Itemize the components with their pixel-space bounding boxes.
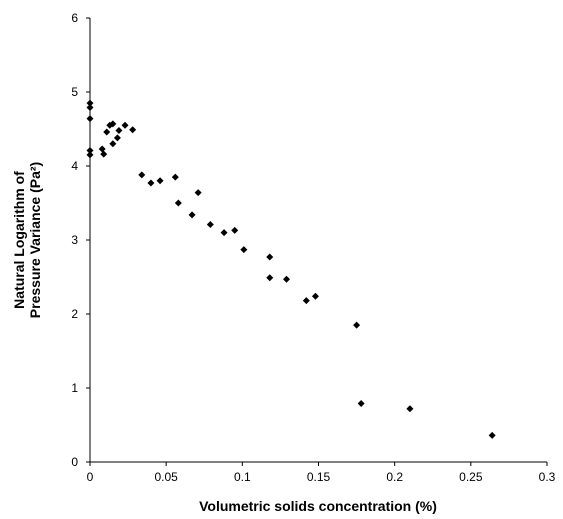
y-axis-title-group: Natural Logarithm of Pressure Variance (… bbox=[11, 162, 43, 318]
data-point bbox=[109, 140, 117, 148]
y-axis-title-line-2: Pressure Variance (Pa²) bbox=[27, 162, 43, 318]
data-point bbox=[129, 126, 137, 134]
y-tick-label: 6 bbox=[71, 11, 78, 25]
x-tick-label: 0.1 bbox=[234, 470, 251, 484]
data-point bbox=[194, 189, 202, 197]
data-point bbox=[100, 150, 108, 158]
data-point bbox=[86, 151, 94, 159]
x-tick-label: 0 bbox=[87, 470, 94, 484]
x-ticks: 0 0.05 0.1 0.15 0.2 0.25 0.3 bbox=[87, 462, 556, 484]
data-point bbox=[103, 128, 111, 136]
data-point bbox=[86, 104, 94, 112]
data-point bbox=[147, 179, 155, 187]
y-tick-label: 0 bbox=[71, 455, 78, 469]
data-point bbox=[115, 126, 123, 134]
y-tick-label: 1 bbox=[71, 381, 78, 395]
data-point bbox=[113, 134, 121, 142]
data-point bbox=[357, 400, 365, 408]
data-point bbox=[488, 431, 496, 439]
data-point bbox=[311, 292, 319, 300]
data-point bbox=[86, 146, 94, 154]
y-tick-label: 5 bbox=[71, 85, 78, 99]
y-tick-label: 3 bbox=[71, 233, 78, 247]
data-point bbox=[231, 226, 239, 234]
data-point bbox=[171, 173, 179, 181]
x-tick-label: 0.25 bbox=[459, 470, 483, 484]
data-points bbox=[86, 99, 496, 439]
data-point bbox=[240, 246, 248, 254]
x-tick-label: 0.2 bbox=[386, 470, 403, 484]
data-point bbox=[188, 211, 196, 219]
x-tick-label: 0.05 bbox=[154, 470, 178, 484]
data-point bbox=[266, 253, 274, 261]
y-axis-title-line-1: Natural Logarithm of bbox=[11, 171, 27, 309]
data-point bbox=[109, 120, 117, 128]
data-point bbox=[98, 145, 106, 153]
data-point bbox=[406, 405, 414, 413]
data-point bbox=[156, 177, 164, 185]
data-point bbox=[86, 99, 94, 107]
data-point bbox=[121, 121, 129, 129]
data-point bbox=[138, 171, 146, 179]
data-point bbox=[174, 199, 182, 207]
x-axis-title: Volumetric solids concentration (%) bbox=[199, 498, 437, 514]
data-point bbox=[302, 297, 310, 305]
x-tick-label: 0.3 bbox=[539, 470, 556, 484]
data-point bbox=[206, 220, 214, 228]
data-point bbox=[353, 321, 361, 329]
y-tick-label: 2 bbox=[71, 307, 78, 321]
data-point bbox=[220, 229, 228, 237]
data-point bbox=[86, 115, 94, 123]
x-tick-label: 0.15 bbox=[307, 470, 331, 484]
y-tick-label: 4 bbox=[71, 159, 78, 173]
data-point bbox=[283, 275, 291, 283]
data-point bbox=[266, 274, 274, 282]
y-ticks: 0 1 2 3 4 5 6 bbox=[71, 11, 90, 469]
plot-area: 0 0.05 0.1 0.15 0.2 0.25 0.3 0 1 2 3 4 5 6 bbox=[71, 11, 555, 484]
